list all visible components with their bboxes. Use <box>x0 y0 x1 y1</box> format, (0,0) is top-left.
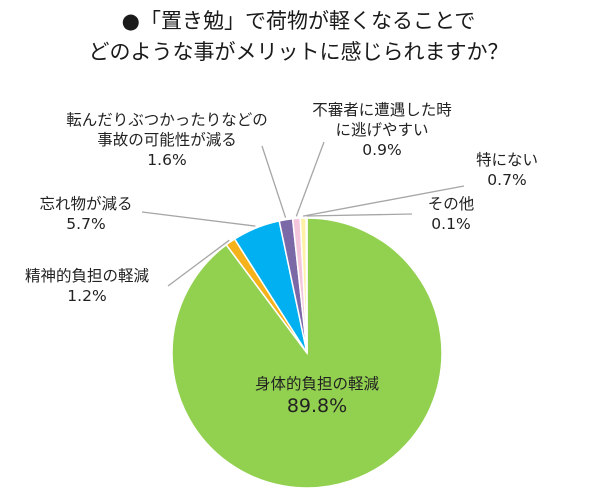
data-label-value: 1.2% <box>67 287 107 305</box>
data-label-name: 転んだりぶつかったりなどの <box>66 111 268 129</box>
data-label-忘れ物が減る: 忘れ物が減る 5.7% <box>30 194 142 234</box>
data-label-name: 事故の可能性が減る <box>97 131 237 149</box>
data-label-name: 特にない <box>475 151 538 169</box>
data-label-value: 0.7% <box>487 171 527 189</box>
leader-line-特にない <box>302 185 465 217</box>
chart-title-line-1: ●「置き勉」で荷物が軽くなることで <box>121 9 476 33</box>
data-label-name: 精神的負担の軽減 <box>24 267 149 285</box>
data-label-name: 忘れ物が減る <box>39 195 133 213</box>
data-label-value: 0.1% <box>431 215 471 233</box>
data-label-name: 身体的負担の軽減 <box>254 375 379 393</box>
data-label-不審者: 不審者に遭遇した時 に逃げやすい 0.9% <box>302 100 462 160</box>
data-label-転んだり: 転んだりぶつかったりなどの 事故の可能性が減る 1.6% <box>62 110 272 170</box>
data-label-精神的負担の軽減: 精神的負担の軽減 1.2% <box>22 266 152 306</box>
pie-slice-その他 <box>305 217 308 354</box>
leader-line-忘れ物が減る <box>141 211 256 227</box>
data-label-name: その他 <box>427 195 475 213</box>
data-label-value: 1.6% <box>147 151 187 169</box>
leader-line-転んだりぶつかったりなどの事故の可能性が減る <box>261 145 287 218</box>
data-label-特にない: 特にない 0.7% <box>462 150 552 190</box>
data-label-value: 0.9% <box>362 141 402 159</box>
data-label-name: に逃げやすい <box>335 121 429 139</box>
leader-line-その他 <box>306 213 413 217</box>
data-label-value: 89.8% <box>286 395 348 417</box>
chart-title-line-2: どのような事がメリットに感じられますか？ <box>88 40 509 64</box>
leader-line-精神的負担の軽減 <box>167 239 230 287</box>
data-label-name: 不審者に遭遇した時 <box>312 101 452 119</box>
leader-line-不審者に遭遇した時に逃げやすい <box>295 141 325 217</box>
data-label-その他: その他 0.1% <box>416 194 486 234</box>
chart-title: ●「置き勉」で荷物が軽くなることで どのような事がメリットに感じられますか？ <box>0 6 597 68</box>
data-label-身体的負担の軽減: 身体的負担の軽減 89.8% <box>232 374 402 418</box>
data-label-value: 5.7% <box>66 215 106 233</box>
